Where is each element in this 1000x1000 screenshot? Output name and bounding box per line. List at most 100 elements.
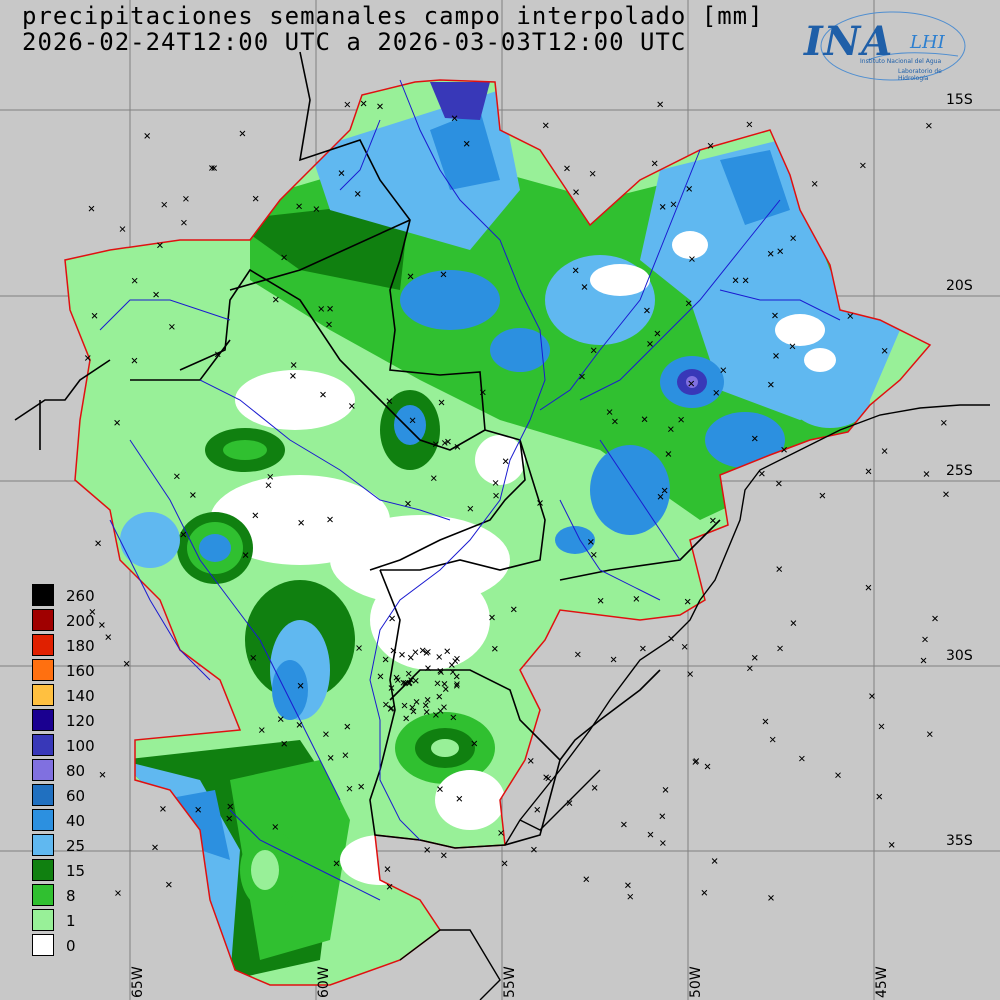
station-marker [250, 654, 257, 661]
station-marker [665, 451, 672, 457]
station-marker [408, 677, 414, 683]
station-marker [386, 398, 393, 404]
station-marker [819, 492, 826, 499]
station-marker [388, 705, 395, 711]
station-marker [888, 842, 895, 848]
legend-label: 8 [66, 887, 76, 905]
station-marker [479, 389, 486, 396]
station-marker [214, 351, 221, 358]
station-marker [438, 399, 445, 406]
station-marker [342, 752, 349, 759]
station-marker [402, 680, 409, 686]
station-marker [781, 446, 787, 453]
station-marker [510, 606, 517, 613]
station-marker [581, 284, 588, 290]
station-marker [657, 101, 664, 108]
station-marker [667, 426, 674, 433]
station-marker [493, 492, 499, 499]
station-marker [405, 670, 412, 677]
station-marker [290, 373, 296, 379]
station-marker [668, 635, 674, 642]
station-marker [689, 256, 695, 262]
station-marker [451, 115, 458, 122]
station-marker [423, 709, 430, 715]
lon-label-65w: 65W [130, 966, 146, 998]
station-marker [790, 235, 796, 242]
station-marker [612, 418, 618, 425]
station-marker [389, 615, 395, 622]
station-marker [360, 100, 367, 107]
station-marker [491, 645, 498, 652]
station-marker [922, 636, 928, 643]
station-marker [456, 795, 463, 802]
legend-label: 100 [66, 737, 95, 755]
station-marker [644, 307, 650, 314]
station-marker [430, 475, 437, 482]
station-marker [123, 660, 130, 667]
station-marker [412, 649, 419, 656]
station-marker [789, 343, 796, 350]
legend-label: 0 [66, 937, 76, 955]
legend-label: 120 [66, 712, 95, 730]
legend-label: 1 [66, 912, 76, 930]
legend-label: 40 [66, 812, 86, 830]
station-marker [926, 731, 933, 738]
lat-label-20s: 20S [946, 278, 973, 294]
station-marker [704, 763, 711, 770]
station-marker [440, 271, 447, 278]
station-marker [298, 519, 304, 526]
legend-swatch [32, 634, 54, 656]
station-marker [773, 353, 779, 359]
station-marker [751, 435, 758, 442]
station-marker [313, 206, 320, 212]
station-marker [670, 201, 677, 208]
station-marker [923, 471, 930, 477]
station-marker [356, 645, 362, 651]
station-marker [659, 204, 666, 210]
station-marker [587, 539, 594, 545]
station-marker [265, 482, 272, 489]
station-marker [424, 697, 431, 703]
station-marker [943, 491, 949, 498]
station-marker [290, 362, 297, 368]
station-marker [685, 300, 692, 307]
station-marker [318, 306, 325, 312]
station-marker [625, 882, 631, 889]
legend-swatch [32, 584, 54, 606]
station-marker [542, 122, 549, 129]
station-marker [436, 654, 443, 660]
station-marker [160, 805, 166, 812]
station-marker [590, 347, 597, 354]
station-marker [452, 658, 459, 664]
logo-secondary-text: LHI [910, 32, 945, 53]
station-marker [769, 736, 776, 743]
station-marker [409, 704, 416, 711]
station-marker [651, 160, 658, 167]
station-marker [354, 191, 361, 197]
station-marker [597, 597, 604, 604]
station-marker [99, 771, 106, 778]
station-marker [742, 277, 749, 284]
station-marker [296, 722, 303, 728]
station-marker [627, 893, 634, 900]
legend-swatch [32, 934, 54, 956]
station-marker [326, 321, 332, 328]
station-marker [498, 830, 504, 836]
lon-label-45w: 45W [874, 966, 890, 998]
lat-label-30s: 30S [946, 648, 973, 664]
station-marker [881, 347, 888, 354]
station-marker [152, 844, 158, 851]
ina-logo: INA LHI Instituto Nacional del Agua Labo… [798, 8, 968, 86]
station-marker [434, 680, 441, 687]
logo-institute-text: Instituto Nacional del Agua [860, 58, 942, 65]
station-marker [659, 813, 666, 820]
station-marker [684, 598, 691, 605]
station-marker [333, 860, 340, 867]
station-marker [383, 701, 389, 708]
station-marker [227, 803, 234, 810]
station-marker [281, 254, 287, 261]
station-marker [768, 381, 774, 388]
legend-swatch [32, 859, 54, 881]
lat-label-35s: 35S [946, 833, 973, 849]
station-marker [621, 821, 627, 828]
